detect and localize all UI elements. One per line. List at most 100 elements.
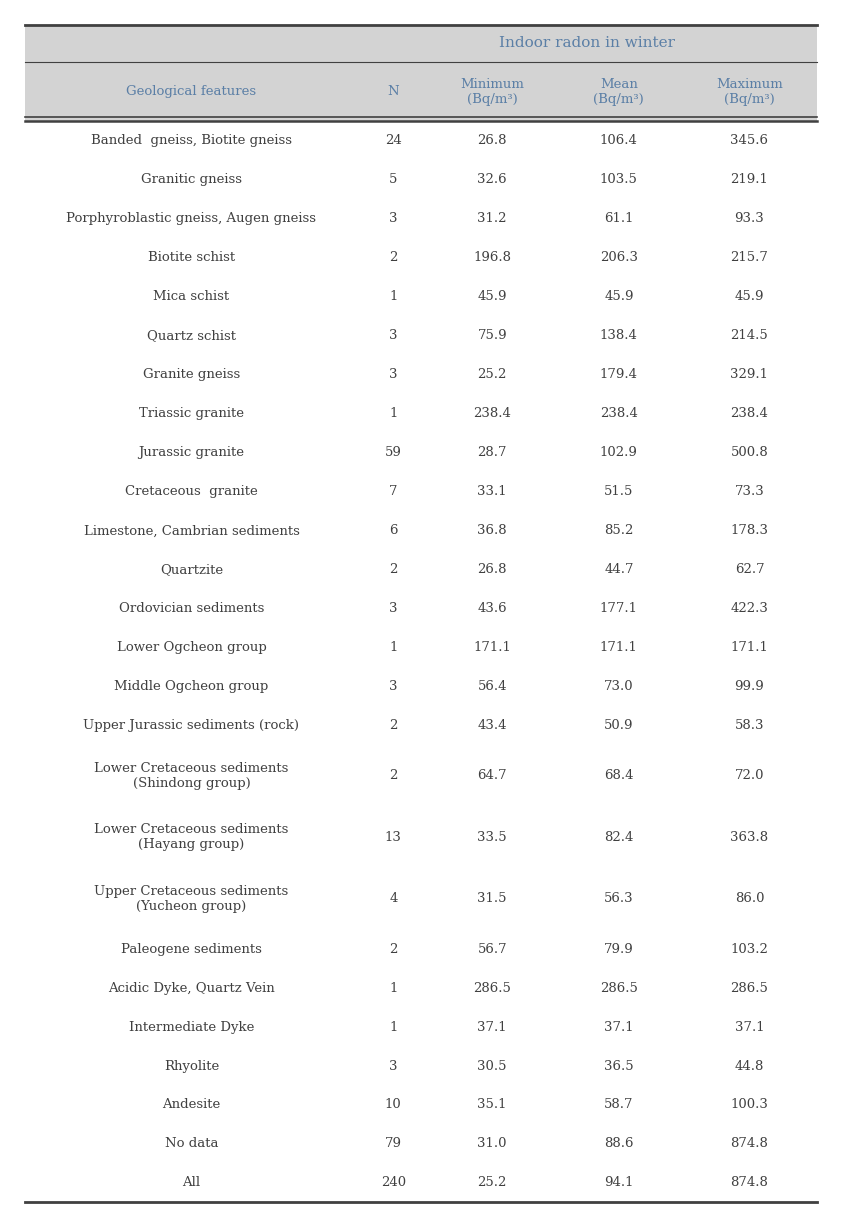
- Text: 64.7: 64.7: [477, 769, 507, 783]
- Text: 31.5: 31.5: [477, 892, 507, 906]
- Text: 88.6: 88.6: [604, 1137, 634, 1151]
- Text: 79.9: 79.9: [604, 942, 634, 956]
- Text: 106.4: 106.4: [600, 135, 637, 147]
- Text: 1: 1: [389, 1021, 397, 1033]
- Text: 345.6: 345.6: [731, 135, 769, 147]
- Text: 45.9: 45.9: [735, 291, 765, 303]
- Text: 25.2: 25.2: [477, 368, 507, 382]
- Text: 171.1: 171.1: [600, 642, 637, 654]
- Text: Porphyroblastic gneiss, Augen gneiss: Porphyroblastic gneiss, Augen gneiss: [67, 212, 317, 226]
- Text: 2: 2: [389, 252, 397, 264]
- Text: 44.8: 44.8: [735, 1059, 765, 1072]
- Text: N: N: [387, 86, 399, 98]
- Text: Rhyolite: Rhyolite: [164, 1059, 219, 1072]
- Text: 3: 3: [389, 1059, 397, 1072]
- Text: 43.4: 43.4: [477, 719, 507, 733]
- Text: 1: 1: [389, 291, 397, 303]
- Text: 179.4: 179.4: [600, 368, 638, 382]
- Text: 2: 2: [389, 942, 397, 956]
- Bar: [25, 25, 817, 121]
- Text: 238.4: 238.4: [731, 407, 769, 421]
- Text: 171.1: 171.1: [473, 642, 511, 654]
- Text: Granite gneiss: Granite gneiss: [143, 368, 240, 382]
- Text: 177.1: 177.1: [600, 602, 638, 615]
- Text: 500.8: 500.8: [731, 447, 769, 459]
- Text: Maximum
(Bq/m³): Maximum (Bq/m³): [716, 77, 783, 106]
- Text: 874.8: 874.8: [731, 1177, 769, 1189]
- Text: 286.5: 286.5: [731, 982, 769, 995]
- Text: 31.0: 31.0: [477, 1137, 507, 1151]
- Text: 238.4: 238.4: [473, 407, 511, 421]
- Text: 36.8: 36.8: [477, 524, 507, 537]
- Text: 3: 3: [389, 368, 397, 382]
- Text: 31.2: 31.2: [477, 212, 507, 226]
- Text: Middle Ogcheon group: Middle Ogcheon group: [115, 680, 269, 693]
- Text: Jurassic granite: Jurassic granite: [138, 447, 244, 459]
- Text: Quartzite: Quartzite: [160, 563, 223, 577]
- Text: Biotite schist: Biotite schist: [148, 252, 235, 264]
- Text: 874.8: 874.8: [731, 1137, 769, 1151]
- Text: Mean
(Bq/m³): Mean (Bq/m³): [594, 77, 644, 106]
- Text: 100.3: 100.3: [731, 1098, 769, 1112]
- Text: Andesite: Andesite: [163, 1098, 221, 1112]
- Text: 82.4: 82.4: [605, 831, 633, 844]
- Text: 13: 13: [385, 831, 402, 844]
- Text: 30.5: 30.5: [477, 1059, 507, 1072]
- Text: 26.8: 26.8: [477, 563, 507, 577]
- Text: 94.1: 94.1: [604, 1177, 634, 1189]
- Text: 56.7: 56.7: [477, 942, 507, 956]
- Text: 32.6: 32.6: [477, 173, 507, 187]
- Text: Intermediate Dyke: Intermediate Dyke: [129, 1021, 254, 1033]
- Text: 36.5: 36.5: [604, 1059, 634, 1072]
- Text: 2: 2: [389, 719, 397, 733]
- Text: 2: 2: [389, 769, 397, 783]
- Text: 3: 3: [389, 212, 397, 226]
- Text: 73.3: 73.3: [734, 486, 765, 498]
- Text: 45.9: 45.9: [477, 291, 507, 303]
- Text: 50.9: 50.9: [604, 719, 634, 733]
- Text: 7: 7: [389, 486, 397, 498]
- Text: 37.1: 37.1: [604, 1021, 634, 1033]
- Text: 24: 24: [385, 135, 402, 147]
- Text: 45.9: 45.9: [604, 291, 634, 303]
- Text: 138.4: 138.4: [600, 329, 637, 342]
- Text: 329.1: 329.1: [731, 368, 769, 382]
- Text: Indoor radon in winter: Indoor radon in winter: [499, 37, 675, 50]
- Text: 219.1: 219.1: [731, 173, 769, 187]
- Text: 4: 4: [389, 892, 397, 906]
- Text: 206.3: 206.3: [600, 252, 638, 264]
- Text: 3: 3: [389, 329, 397, 342]
- Text: All: All: [183, 1177, 200, 1189]
- Text: 215.7: 215.7: [731, 252, 769, 264]
- Text: 102.9: 102.9: [600, 447, 637, 459]
- Text: Geological features: Geological features: [126, 86, 257, 98]
- Text: No data: No data: [165, 1137, 218, 1151]
- Text: 103.2: 103.2: [731, 942, 769, 956]
- Text: Mica schist: Mica schist: [153, 291, 230, 303]
- Text: 3: 3: [389, 680, 397, 693]
- Text: 99.9: 99.9: [734, 680, 765, 693]
- Text: 6: 6: [389, 524, 397, 537]
- Text: Ordovician sediments: Ordovician sediments: [119, 602, 264, 615]
- Text: 37.1: 37.1: [477, 1021, 507, 1033]
- Text: 1: 1: [389, 982, 397, 995]
- Text: 171.1: 171.1: [731, 642, 769, 654]
- Text: 422.3: 422.3: [731, 602, 769, 615]
- Text: 3: 3: [389, 602, 397, 615]
- Text: 62.7: 62.7: [735, 563, 765, 577]
- Text: 85.2: 85.2: [605, 524, 633, 537]
- Text: Granitic gneiss: Granitic gneiss: [141, 173, 242, 187]
- Text: 37.1: 37.1: [735, 1021, 765, 1033]
- Text: 58.7: 58.7: [604, 1098, 634, 1112]
- Text: 35.1: 35.1: [477, 1098, 507, 1112]
- Text: Paleogene sediments: Paleogene sediments: [121, 942, 262, 956]
- Text: 33.5: 33.5: [477, 831, 507, 844]
- Text: 214.5: 214.5: [731, 329, 769, 342]
- Text: 59: 59: [385, 447, 402, 459]
- Text: Quartz schist: Quartz schist: [147, 329, 236, 342]
- Text: 86.0: 86.0: [735, 892, 765, 906]
- Text: 238.4: 238.4: [600, 407, 637, 421]
- Text: 28.7: 28.7: [477, 447, 507, 459]
- Text: Upper Jurassic sediments (rock): Upper Jurassic sediments (rock): [83, 719, 300, 733]
- Text: Limestone, Cambrian sediments: Limestone, Cambrian sediments: [83, 524, 300, 537]
